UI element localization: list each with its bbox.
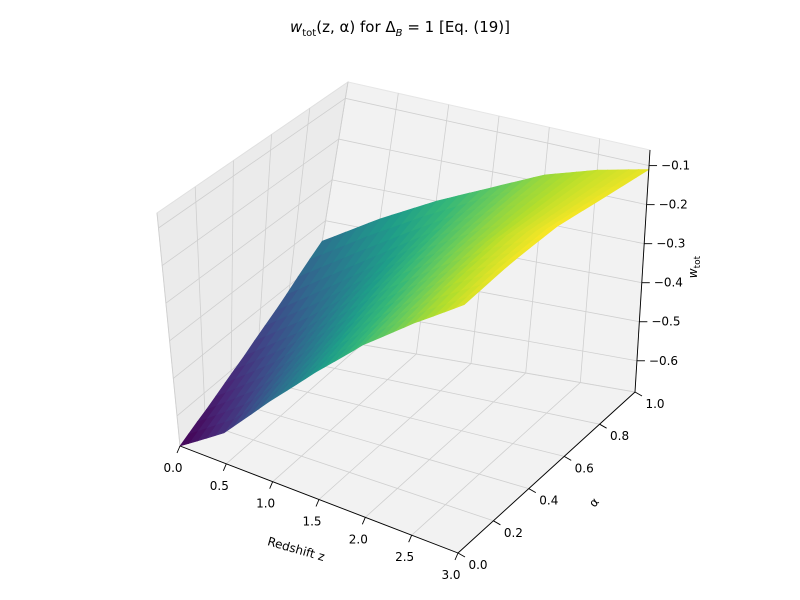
- grid-line-wtot: [169, 220, 642, 342]
- z-tick-label: −0.6: [649, 354, 678, 368]
- surface: [179, 169, 650, 447]
- z-tick-label: −0.2: [659, 198, 688, 212]
- y-tick-label: 0.8: [610, 429, 629, 443]
- y-tick-label: 1.0: [645, 397, 664, 411]
- x-tick-label: 2.5: [395, 550, 414, 564]
- tick-mark: [599, 423, 607, 429]
- chart-title: wtot(z, α) for ΔB = 1 [Eq. (19)]: [290, 18, 510, 39]
- grid-line-wtot: [158, 97, 650, 229]
- tick-mark: [493, 520, 501, 526]
- tick-mark: [528, 488, 537, 493]
- z-axis-label: wtot: [686, 255, 703, 278]
- x-tick-label: 1.5: [302, 515, 321, 529]
- y-axis-line: [457, 391, 636, 554]
- tick-mark: [361, 517, 366, 525]
- z-tick-label: −0.3: [656, 237, 685, 251]
- tick-mark: [269, 481, 274, 489]
- tick-labels: 0.0 0.5 1.0 1.5 2.0 2.5 3.0 0.0 0.2 0.4 0.6 0.8 1.0 −…: [163, 159, 690, 582]
- z-tick-label: −0.5: [651, 315, 680, 329]
- y-tick-label: 0.4: [539, 494, 558, 508]
- x-tick-label: 3.0: [441, 568, 460, 582]
- tick-mark: [315, 499, 320, 507]
- tick-mark: [563, 456, 572, 461]
- z-axis-line: [634, 149, 651, 393]
- tick-mark: [222, 463, 227, 472]
- x-axis-label: Redshift z: [266, 534, 326, 564]
- y-tick-label: 0.6: [575, 461, 594, 475]
- axes: [176, 149, 658, 561]
- tick-mark: [454, 552, 459, 561]
- y-tick-label: 0.0: [468, 558, 487, 572]
- y-tick-label: 0.2: [504, 526, 523, 540]
- tick-mark: [634, 391, 643, 397]
- x-tick-label: 1.0: [256, 497, 275, 511]
- z-tick-label: −0.4: [654, 276, 683, 290]
- x-tick-label: 0.0: [163, 461, 182, 475]
- y-axis-label: α: [586, 495, 602, 510]
- tick-mark: [408, 534, 413, 543]
- surface-cell: [309, 236, 335, 260]
- tick-mark: [176, 445, 181, 454]
- z-tick-label: −0.1: [661, 159, 690, 173]
- x-tick-label: 2.0: [349, 532, 368, 546]
- x-tick-label: 0.5: [210, 479, 229, 493]
- tick-mark: [457, 552, 466, 558]
